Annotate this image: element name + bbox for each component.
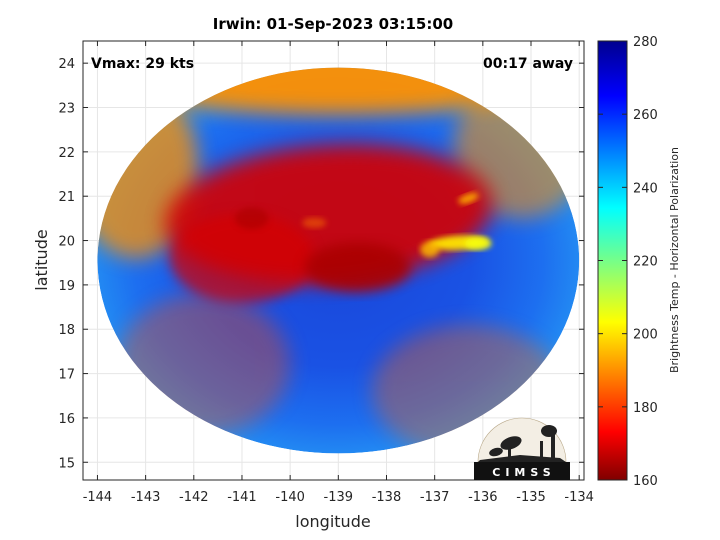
inner-core-cold-ring — [169, 213, 315, 303]
y-tick-label: 17 — [58, 368, 75, 383]
center-minimum — [234, 207, 269, 230]
colorbar-tick-label: 280 — [633, 35, 658, 50]
y-tick-label: 18 — [58, 323, 75, 338]
center-minimum — [304, 242, 411, 292]
time-away-annotation: 00:17 away — [483, 56, 573, 72]
x-tick-label: -138 — [372, 490, 402, 505]
chart-title: Irwin: 01-Sep-2023 03:15:00 — [213, 15, 454, 33]
colorbar-tick-label: 200 — [633, 328, 658, 343]
colorbar-tick-label: 160 — [633, 474, 658, 489]
x-tick-label: -141 — [227, 490, 257, 505]
cimss-logo: CIMSS — [474, 417, 570, 480]
colorbar-tick-label: 260 — [633, 108, 658, 123]
x-tick-label: -140 — [275, 490, 305, 505]
x-tick-label: -143 — [131, 490, 161, 505]
x-tick-label: -144 — [83, 490, 113, 505]
y-tick-label: 16 — [58, 412, 75, 427]
y-tick-label: 24 — [58, 57, 75, 72]
x-tick-label: -137 — [420, 490, 450, 505]
warm-patch-main — [464, 237, 492, 250]
colorbar-tick-label: 180 — [633, 401, 658, 416]
x-tick-label: -134 — [564, 490, 594, 505]
x-axis-title: longitude — [295, 512, 370, 531]
cimss-logo-text: CIMSS — [492, 466, 555, 479]
colorbar: 160 180 200 220 240 260 280 Brightness Temp - … — [597, 35, 681, 489]
y-tick-label: 15 — [58, 456, 75, 471]
colorbar-tick-label: 220 — [633, 255, 658, 270]
y-tick-label: 20 — [58, 235, 75, 250]
axes-frame — [82, 40, 585, 481]
x-tick-label: -139 — [324, 490, 354, 505]
colorbar-title: Brightness Temp - Horizontal Polarizatio… — [668, 147, 681, 373]
x-tick-label: -142 — [179, 490, 209, 505]
axis-tick-labels: -144 -143 -142 -141 -140 -139 -138 -137 -136 -135… — [58, 57, 593, 505]
vmax-annotation: Vmax: 29 kts — [91, 56, 194, 72]
x-tick-label: -136 — [468, 490, 498, 505]
y-tick-label: 19 — [58, 279, 75, 294]
warm-patch-small — [458, 192, 479, 204]
y-tick-label: 21 — [58, 190, 75, 205]
axis-ticks — [83, 41, 584, 480]
warm-patch-main — [420, 241, 440, 258]
x-tick-label: -135 — [516, 490, 546, 505]
y-tick-label: 22 — [58, 146, 75, 161]
y-axis-title: latitude — [32, 229, 51, 290]
colorbar-ticks: 160 180 200 220 240 260 280 — [598, 35, 658, 489]
warm-patch-small — [302, 217, 327, 229]
colorbar-tick-label: 240 — [633, 181, 658, 196]
y-tick-label: 23 — [58, 102, 75, 117]
